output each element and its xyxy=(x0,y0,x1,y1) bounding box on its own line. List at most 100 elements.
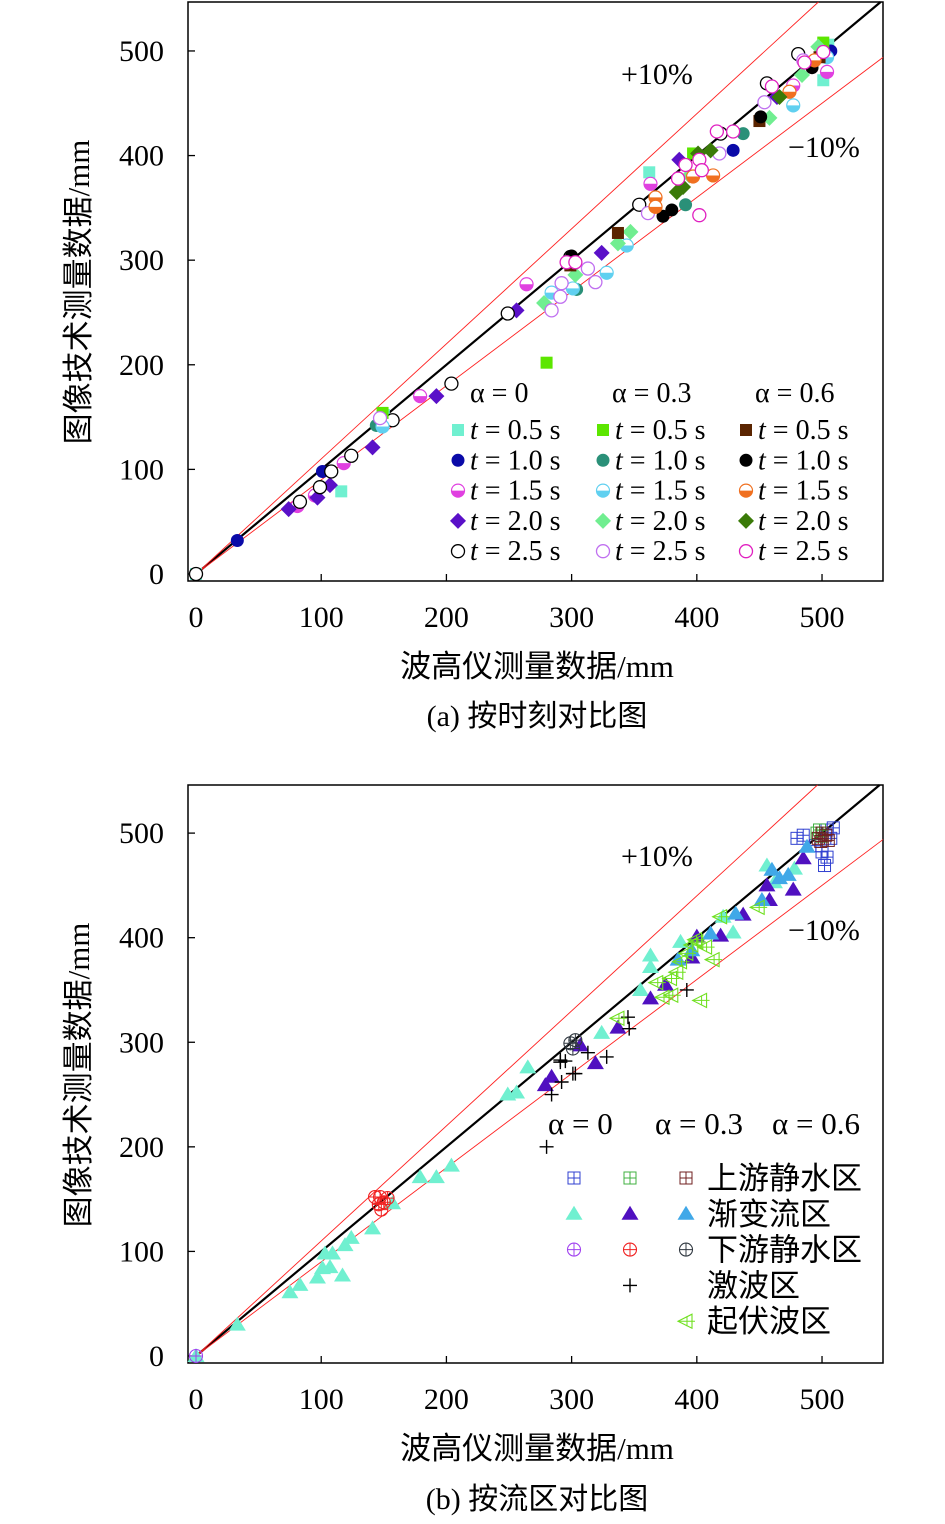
data-point xyxy=(372,410,388,426)
legend-marker xyxy=(566,1242,582,1257)
line-plus-10-percent xyxy=(195,784,818,1357)
data-point xyxy=(727,905,745,920)
data-point xyxy=(544,1087,559,1102)
data-point xyxy=(281,1284,299,1299)
legend-marker xyxy=(738,544,754,559)
minus-10-label: −10% xyxy=(788,131,860,164)
caption: (b) 按流区对比图 xyxy=(426,1483,648,1516)
data-point xyxy=(702,925,720,940)
legend-marker xyxy=(623,1278,637,1293)
y-tick-label: 100 xyxy=(119,1235,164,1268)
legend-marker xyxy=(450,512,466,529)
legend-marker xyxy=(597,424,609,436)
data-point xyxy=(291,1276,309,1291)
data-point xyxy=(820,850,834,864)
plus-10-label: +10% xyxy=(621,58,693,91)
plot-frame xyxy=(187,1,884,582)
data-point xyxy=(711,908,730,925)
data-point xyxy=(188,1348,204,1364)
data-point xyxy=(758,877,776,892)
data-point xyxy=(702,142,719,159)
legend-item: t = 1.5 s xyxy=(595,476,705,507)
series-5 xyxy=(669,838,816,966)
legend-label: 渐变流区 xyxy=(707,1197,831,1232)
data-point xyxy=(444,376,459,391)
legend-label: t = 0.5 s xyxy=(758,415,848,446)
legend-marker xyxy=(595,512,611,529)
data-point xyxy=(678,157,693,173)
data-point xyxy=(342,1229,360,1244)
data-point xyxy=(661,970,680,987)
data-point xyxy=(797,55,812,70)
legend-marker xyxy=(595,544,611,559)
data-point xyxy=(188,566,204,582)
line-plus-10-percent xyxy=(195,1,819,575)
data-point xyxy=(280,501,297,518)
legend-marker xyxy=(738,512,754,529)
data-point xyxy=(593,244,610,261)
data-point xyxy=(321,1259,339,1274)
legend-marker xyxy=(738,483,754,498)
data-point xyxy=(565,1066,580,1081)
data-point xyxy=(323,1245,341,1260)
data-point xyxy=(631,981,649,996)
data-point xyxy=(632,197,647,212)
y-tick-label: 500 xyxy=(119,817,164,850)
series-14 xyxy=(559,44,831,270)
x-tick-label: 500 xyxy=(800,1383,845,1416)
data-point xyxy=(336,1237,354,1252)
series-7 xyxy=(368,1189,395,1217)
series-9 xyxy=(372,53,811,426)
legend-marker xyxy=(679,1171,693,1185)
legend-marker xyxy=(622,1242,638,1257)
data-point xyxy=(593,1024,611,1039)
data-point xyxy=(691,992,710,1009)
x-axis-label: 波高仪测量数据/mm xyxy=(400,649,674,684)
data-point xyxy=(692,208,707,223)
data-point xyxy=(648,199,663,214)
data-point xyxy=(428,388,445,405)
data-point xyxy=(677,945,696,962)
data-point xyxy=(427,1169,445,1184)
data-point xyxy=(364,439,381,456)
data-point xyxy=(662,987,681,1004)
series-10 xyxy=(608,899,768,1027)
data-point xyxy=(588,274,603,290)
data-point xyxy=(816,44,831,60)
data-point xyxy=(375,419,390,434)
legend-header: α = 0 xyxy=(470,378,528,409)
data-point xyxy=(364,1220,382,1235)
legend-row: 上游静水区 xyxy=(567,1161,862,1196)
data-points xyxy=(188,36,838,582)
legend-marker xyxy=(450,483,466,498)
legend-header: α = 0 xyxy=(548,1106,613,1141)
data-point xyxy=(442,1157,460,1172)
legend-item: t = 0.5 s xyxy=(597,415,705,446)
data-point xyxy=(609,1019,627,1034)
y-axis-label: 图像技术测量数据/mm xyxy=(61,923,96,1228)
data-point xyxy=(771,88,788,105)
data-point xyxy=(540,356,553,369)
data-point xyxy=(368,1189,383,1205)
series-9 xyxy=(539,982,694,1154)
legend-item: t = 1.0 s xyxy=(451,445,560,476)
data-point xyxy=(565,1041,580,1056)
data-point xyxy=(620,1010,635,1025)
data-point xyxy=(764,79,780,94)
data-point xyxy=(679,982,694,997)
data-point xyxy=(374,1202,389,1217)
data-point xyxy=(411,1169,429,1184)
x-axis-label: 波高仪测量数据/mm xyxy=(400,1431,674,1466)
data-point xyxy=(726,143,740,157)
legend-label: 下游静水区 xyxy=(707,1233,862,1268)
legend-header: α = 0.3 xyxy=(655,1106,743,1141)
legend-label: t = 0.5 s xyxy=(470,415,560,446)
data-point xyxy=(724,924,742,939)
legend-label: t = 1.0 s xyxy=(758,445,848,476)
panel-a: 0 100 200 300 400 500 0 100 200 300 400 500 +10% −1… xyxy=(61,1,884,733)
legend-label: t = 1.5 s xyxy=(470,476,560,507)
data-point xyxy=(622,223,639,240)
axis-ticks: 0 100 200 300 400 500 0 100 200 300 400 500 xyxy=(119,35,845,634)
data-point xyxy=(821,833,835,847)
data-point xyxy=(709,124,725,139)
